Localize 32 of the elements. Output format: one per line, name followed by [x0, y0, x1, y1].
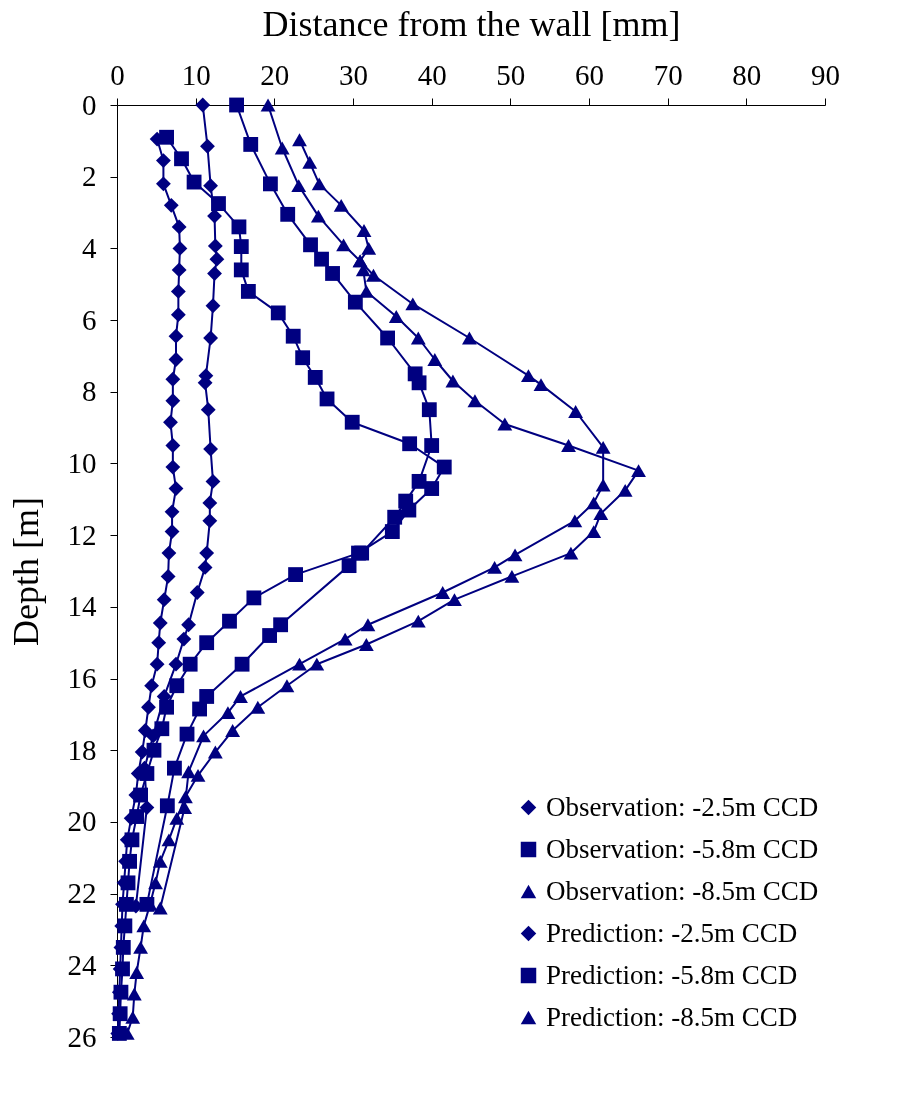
y-tick-label: 18	[67, 733, 97, 766]
y-tick-label: 2	[82, 160, 97, 193]
y-tick-label: 4	[82, 231, 97, 264]
x-tick-label: 50	[496, 58, 526, 91]
y-tick-label: 26	[67, 1020, 97, 1053]
x-tick-label: 40	[417, 58, 447, 91]
legend-label: Prediction: -5.8m CCD	[546, 959, 798, 990]
y-tick-label: 22	[67, 877, 97, 910]
y-tick-label: 24	[67, 948, 97, 981]
x-tick-label: 80	[732, 58, 762, 91]
legend-label: Observation: -8.5m CCD	[546, 875, 819, 906]
y-tick-label: 16	[67, 662, 97, 695]
legend-label: Prediction: -8.5m CCD	[546, 1001, 798, 1032]
y-tick-label: 6	[82, 303, 97, 336]
x-tick-label: 0	[110, 58, 125, 91]
y-tick-label: 10	[67, 446, 97, 479]
x-tick-label: 10	[181, 58, 211, 91]
legend-label: Prediction: -2.5m CCD	[546, 917, 798, 948]
x-tick-label: 30	[339, 58, 368, 91]
x-tick-label: 20	[260, 58, 290, 91]
y-tick-label: 12	[67, 518, 97, 551]
legend-label: Observation: -5.8m CCD	[546, 833, 819, 864]
y-axis-title: Depth [m]	[5, 497, 46, 646]
x-tick-label: 60	[575, 58, 604, 91]
x-tick-label: 90	[811, 58, 840, 91]
x-tick-label: 70	[653, 58, 683, 91]
y-tick-label: 8	[82, 375, 97, 408]
x-axis-title: Distance from the wall [mm]	[262, 3, 681, 44]
y-tick-label: 14	[67, 590, 97, 623]
y-tick-label: 20	[67, 805, 97, 838]
legend-label: Observation: -2.5m CCD	[546, 791, 819, 822]
y-tick-label: 0	[82, 88, 97, 121]
